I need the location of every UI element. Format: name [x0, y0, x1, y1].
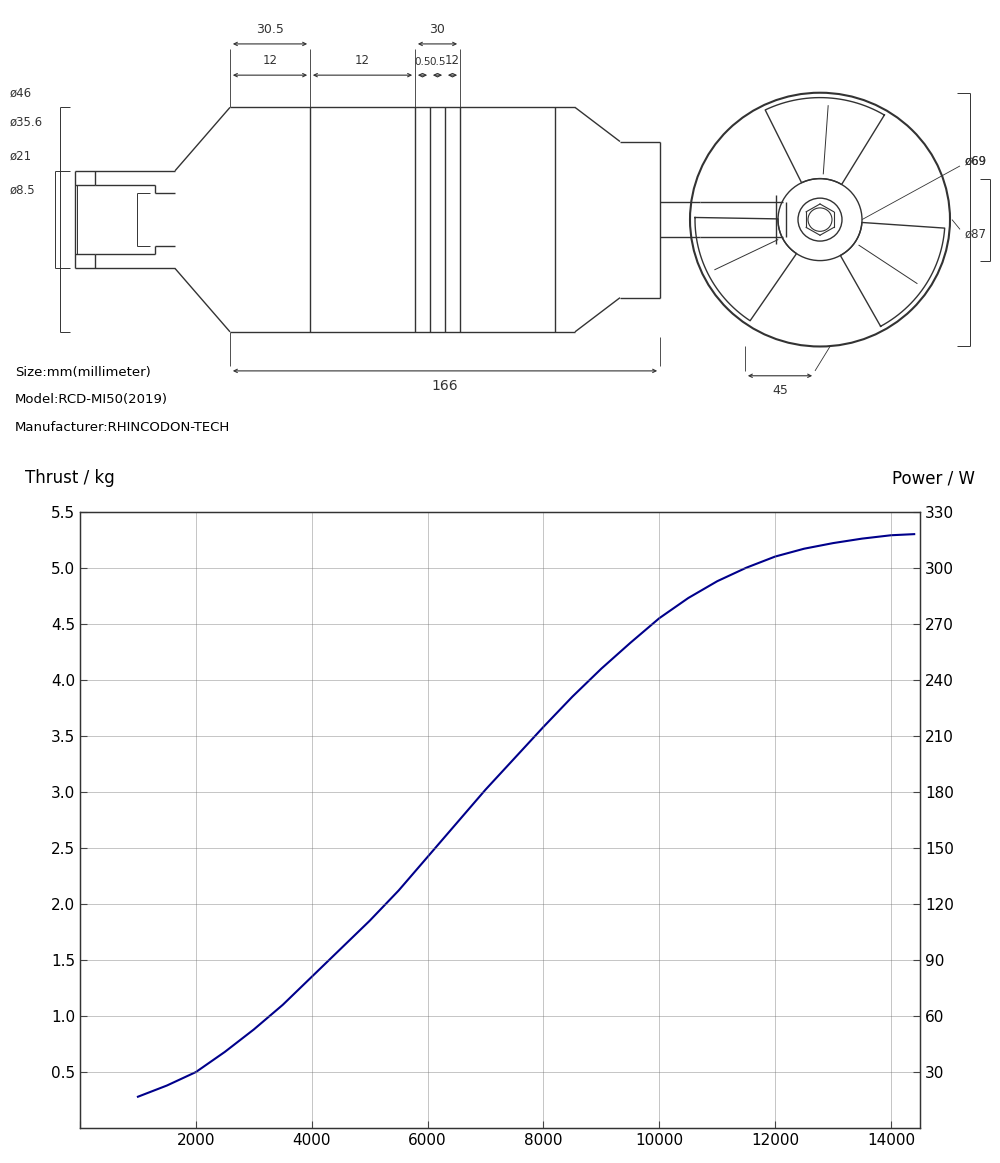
Text: 166: 166 [432, 379, 458, 393]
Text: ø69: ø69 [965, 155, 987, 167]
Text: 12: 12 [262, 55, 278, 67]
Text: Model:RCD-MI50(2019): Model:RCD-MI50(2019) [15, 393, 168, 406]
Text: ø46: ø46 [10, 86, 32, 99]
Text: ø21: ø21 [10, 150, 32, 163]
Text: 30: 30 [430, 23, 445, 36]
Text: 0.5: 0.5 [429, 57, 446, 67]
Text: 12: 12 [445, 55, 460, 67]
Text: Power / W: Power / W [892, 469, 975, 487]
Text: ø35.6: ø35.6 [10, 115, 43, 128]
Text: ø87: ø87 [965, 228, 987, 241]
Text: Manufacturer:RHINCODON-TECH: Manufacturer:RHINCODON-TECH [15, 421, 230, 434]
Text: 30.5: 30.5 [256, 23, 284, 36]
Text: 12: 12 [355, 55, 370, 67]
Text: Thrust / kg: Thrust / kg [25, 469, 115, 487]
Text: ø8.5: ø8.5 [10, 184, 36, 197]
Text: 45: 45 [772, 384, 788, 397]
Text: Size:mm(millimeter): Size:mm(millimeter) [15, 366, 151, 379]
Text: ø69: ø69 [965, 155, 987, 167]
Text: 0.5: 0.5 [414, 57, 431, 67]
